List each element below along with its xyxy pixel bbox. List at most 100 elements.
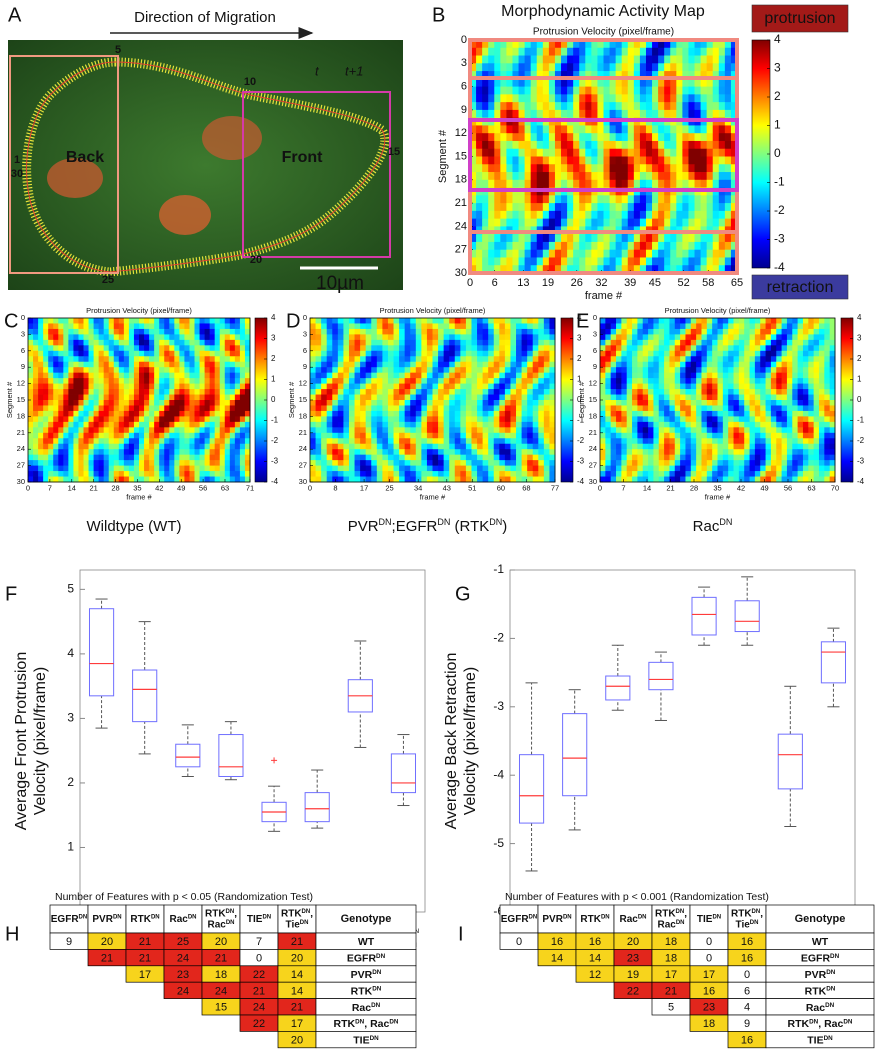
heatmap-cell (365, 471, 372, 477)
heatmap-cell (549, 410, 556, 417)
heatmap-cell (73, 356, 79, 363)
heatmap-cell (113, 323, 120, 330)
heatmap-cell (712, 257, 720, 266)
heatmap-cell (543, 427, 550, 434)
heatmap-cell (632, 334, 638, 341)
heatmap-cell (504, 323, 511, 330)
heatmap-cell (393, 405, 400, 412)
heatmap-cell (48, 389, 54, 395)
heatmap-cell (591, 257, 598, 266)
heatmap-cell (722, 405, 729, 412)
heatmap-cell (393, 389, 400, 395)
heatmap-cell (642, 378, 649, 384)
heatmap-cell (494, 164, 501, 173)
heatmap-cell (829, 339, 836, 346)
heatmap-cell (410, 361, 417, 368)
heatmap-cell (642, 361, 649, 368)
heatmap-cell (797, 410, 804, 417)
heatmap-cell (561, 133, 568, 142)
heatmap-cell (194, 318, 200, 324)
heatmap-cell (493, 476, 500, 483)
heatmap-cell (792, 383, 799, 390)
heatmap-cell (482, 156, 489, 165)
heatmap-cell (500, 71, 507, 80)
x-tick-label: 52 (677, 277, 689, 289)
heatmap-cell (680, 350, 686, 357)
heatmap-cell (332, 378, 339, 384)
x-tick-label: 68 (522, 484, 530, 493)
heatmap-cell (477, 323, 484, 330)
heatmap-cell (585, 47, 592, 56)
heatmap-cell (98, 405, 105, 412)
heatmap-cell (696, 328, 702, 335)
heatmap-cell (696, 405, 702, 412)
heatmap-cell (482, 350, 489, 357)
cell-boundary (26, 61, 386, 273)
heatmap-cell (337, 339, 344, 346)
heatmap-cell (781, 378, 788, 384)
heatmap-cell (139, 427, 145, 434)
heatmap-cell (108, 334, 115, 341)
heatmap-cell (426, 389, 433, 395)
heatmap-cell (93, 328, 100, 335)
heatmap-cell (482, 125, 489, 134)
heatmap-cell (128, 372, 135, 379)
heatmap-cell (337, 328, 344, 335)
heatmap-cell (154, 454, 160, 461)
heatmap-cell (465, 339, 472, 346)
heatmap-cell (470, 63, 477, 72)
heatmap-cell (685, 350, 692, 357)
heatmap-cell (488, 179, 495, 188)
heatmap-cell (229, 454, 236, 461)
heatmap-cell (516, 323, 522, 330)
heatmap-cell (28, 334, 34, 341)
heatmap-cell (88, 438, 94, 445)
heatmap-cell (627, 257, 635, 266)
x-tick-label: 42 (155, 484, 163, 493)
heatmap-cell (749, 405, 756, 412)
heatmap-cell (454, 394, 461, 401)
heatmap-cell (204, 372, 211, 379)
heatmap-cell (645, 94, 653, 103)
heatmap-cell (637, 318, 644, 324)
heatmap-cell (749, 339, 756, 346)
heatmap-cell (765, 323, 772, 330)
heatmap-cell (360, 443, 367, 450)
heatmap-cell (637, 400, 644, 406)
heatmap-cell (144, 367, 150, 374)
heatmap-cell (460, 471, 467, 477)
heatmap-cell (382, 339, 389, 346)
heatmap-cell (616, 356, 622, 363)
heatmap-cell (561, 179, 568, 188)
heatmap-cell (543, 323, 550, 330)
heatmap-cell (760, 323, 766, 330)
heatmap-cell (808, 339, 815, 346)
x-tick-label: 0 (308, 484, 312, 493)
heatmap-cell (415, 394, 422, 401)
y-tick-label: 30 (455, 267, 467, 279)
heatmap-cell (696, 339, 702, 346)
heatmap-cell (626, 405, 633, 412)
heatmap-cell (597, 203, 604, 212)
heatmap-cell (786, 394, 793, 401)
heatmap-cell (824, 334, 831, 341)
heatmap-cell (477, 350, 484, 357)
heatmap-cell (728, 323, 734, 330)
heatmap-cell (718, 78, 726, 87)
heatmap-cell (315, 476, 322, 483)
heatmap-cell (639, 156, 647, 165)
heatmap-cell (68, 416, 74, 423)
heatmap-cell (404, 400, 411, 406)
heatmap-cell (610, 356, 617, 363)
heatmap-cell (63, 389, 69, 395)
heatmap-cell (438, 432, 445, 439)
heatmap-cell (728, 318, 734, 324)
heatmap-cell (476, 47, 483, 56)
heatmap-cell (597, 109, 604, 119)
heatmap-cell (542, 148, 550, 157)
heatmap-cell (500, 249, 507, 258)
heatmap-cell (518, 55, 526, 64)
heatmap-cell (808, 356, 815, 363)
heatmap-cell (632, 318, 638, 324)
heatmap-cell (438, 454, 445, 461)
